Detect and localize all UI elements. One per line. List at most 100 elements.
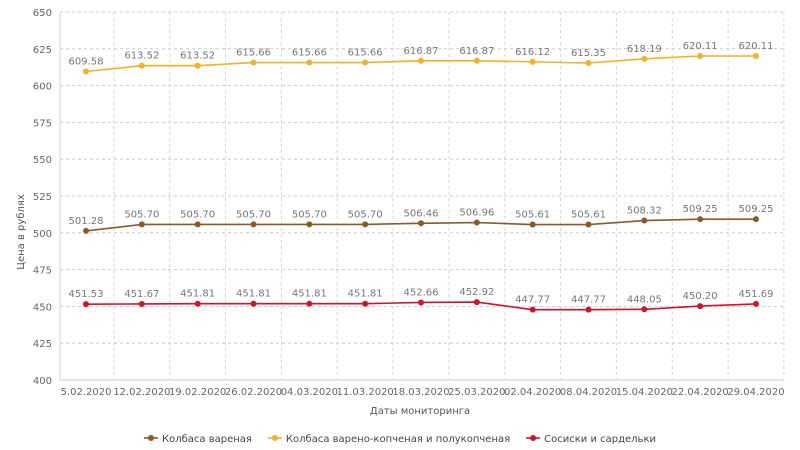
x-tick-label: 26.02.2020 bbox=[225, 387, 282, 398]
data-label: 616.87 bbox=[404, 46, 439, 57]
data-point bbox=[138, 300, 145, 307]
data-point bbox=[418, 299, 424, 306]
data-point bbox=[250, 59, 257, 66]
data-point bbox=[250, 221, 257, 228]
y-axis-title: Цена в рублях bbox=[16, 194, 27, 270]
data-point bbox=[362, 221, 369, 228]
data-point bbox=[753, 52, 759, 59]
data-label: 509.25 bbox=[739, 204, 774, 215]
x-tick-label: 15.04.2020 bbox=[616, 387, 673, 398]
data-point bbox=[641, 55, 648, 62]
x-tick-label: 02.04.2020 bbox=[504, 387, 561, 398]
data-point bbox=[473, 57, 480, 64]
data-point bbox=[138, 221, 145, 228]
y-tick-label: 650 bbox=[33, 8, 52, 19]
legend-item[interactable]: Колбаса вареная bbox=[144, 434, 252, 445]
data-label: 613.52 bbox=[124, 51, 159, 62]
x-axis-ticks: 5.02.2020 12.02.202019.02.202026.02.20200… bbox=[61, 387, 785, 398]
data-label: 451.81 bbox=[292, 289, 327, 300]
grid bbox=[59, 11, 785, 381]
data-point bbox=[473, 219, 480, 226]
x-tick-label: 5.02.2020 bbox=[61, 387, 112, 398]
legend-marker bbox=[271, 435, 278, 441]
data-point bbox=[473, 299, 480, 306]
data-label: 451.53 bbox=[69, 289, 104, 300]
data-point bbox=[641, 217, 648, 224]
y-tick-label: 575 bbox=[33, 118, 52, 129]
data-point bbox=[194, 221, 201, 228]
data-label: 615.35 bbox=[571, 48, 606, 59]
data-point bbox=[83, 301, 89, 308]
y-axis-ticks: 400 425 450 475 500 525 550 575 600 625 650 bbox=[33, 8, 52, 387]
data-point bbox=[362, 300, 369, 307]
data-label: 452.66 bbox=[404, 287, 439, 298]
legend-item[interactable]: Сосиски и сардельки bbox=[526, 434, 656, 445]
data-point bbox=[250, 300, 257, 307]
data-label: 451.81 bbox=[180, 289, 215, 300]
data-label: 618.19 bbox=[627, 44, 662, 55]
data-point bbox=[585, 221, 592, 228]
data-label: 509.25 bbox=[683, 204, 718, 215]
data-label: 447.77 bbox=[571, 295, 606, 306]
data-label: 501.28 bbox=[69, 216, 104, 227]
data-label: 620.11 bbox=[683, 41, 718, 52]
data-point bbox=[641, 306, 648, 313]
data-label: 615.66 bbox=[236, 48, 271, 59]
legend-label: Колбаса варено-копченая и полукопченая bbox=[286, 434, 510, 445]
y-tick-label: 475 bbox=[33, 266, 52, 277]
series-group bbox=[83, 52, 759, 313]
x-axis-title: Даты мониторинга bbox=[370, 406, 470, 417]
data-point bbox=[418, 57, 424, 64]
data-point bbox=[585, 60, 592, 67]
legend-item[interactable]: Колбаса варено-копченая и полукопченая bbox=[267, 434, 510, 445]
data-point bbox=[362, 59, 369, 66]
y-tick-label: 425 bbox=[33, 339, 52, 350]
data-labels: 501.28 505.70 505.70 505.70 505.70 505.70 506.… bbox=[69, 41, 774, 306]
data-label: 451.81 bbox=[348, 289, 383, 300]
data-label: 505.70 bbox=[236, 209, 271, 220]
data-label: 451.69 bbox=[739, 289, 774, 300]
legend: Колбаса вареная Колбаса варено-копченая и… bbox=[144, 434, 656, 445]
y-tick-label: 400 bbox=[33, 376, 52, 387]
data-label: 505.61 bbox=[571, 210, 606, 221]
data-label: 613.52 bbox=[180, 51, 215, 62]
y-tick-label: 625 bbox=[33, 45, 52, 56]
data-point bbox=[697, 216, 704, 223]
legend-label: Колбаса вареная bbox=[162, 434, 252, 445]
legend-label: Сосиски и сардельки bbox=[544, 434, 656, 445]
data-point bbox=[529, 306, 536, 313]
data-label: 616.87 bbox=[459, 46, 494, 57]
data-label: 451.81 bbox=[236, 289, 271, 300]
data-label: 505.70 bbox=[348, 209, 383, 220]
data-point bbox=[697, 52, 704, 59]
data-label: 508.32 bbox=[627, 206, 662, 217]
data-point bbox=[83, 68, 89, 75]
data-label: 609.58 bbox=[69, 56, 104, 67]
x-tick-label: 29.04.2020 bbox=[727, 387, 784, 398]
data-label: 447.77 bbox=[515, 295, 550, 306]
data-label: 615.66 bbox=[348, 48, 383, 59]
y-tick-label: 450 bbox=[33, 302, 52, 313]
data-point bbox=[753, 216, 759, 223]
data-label: 616.12 bbox=[515, 47, 550, 58]
data-label: 450.20 bbox=[683, 291, 718, 302]
x-tick-label: 19.02.2020 bbox=[169, 387, 226, 398]
data-point bbox=[529, 58, 536, 65]
data-label: 505.70 bbox=[292, 209, 327, 220]
data-point bbox=[194, 300, 201, 307]
data-label: 505.61 bbox=[515, 210, 550, 221]
y-tick-label: 550 bbox=[33, 155, 52, 166]
data-point bbox=[753, 300, 759, 307]
data-label: 506.96 bbox=[459, 208, 494, 219]
data-point bbox=[138, 62, 145, 69]
legend-marker bbox=[530, 435, 537, 441]
data-label: 448.05 bbox=[627, 294, 662, 305]
data-label: 505.70 bbox=[180, 209, 215, 220]
x-tick-label: 04.03.2020 bbox=[281, 387, 338, 398]
x-tick-label: 08.04.2020 bbox=[560, 387, 617, 398]
data-point bbox=[697, 303, 704, 310]
data-point bbox=[529, 221, 536, 228]
data-point bbox=[306, 59, 313, 66]
